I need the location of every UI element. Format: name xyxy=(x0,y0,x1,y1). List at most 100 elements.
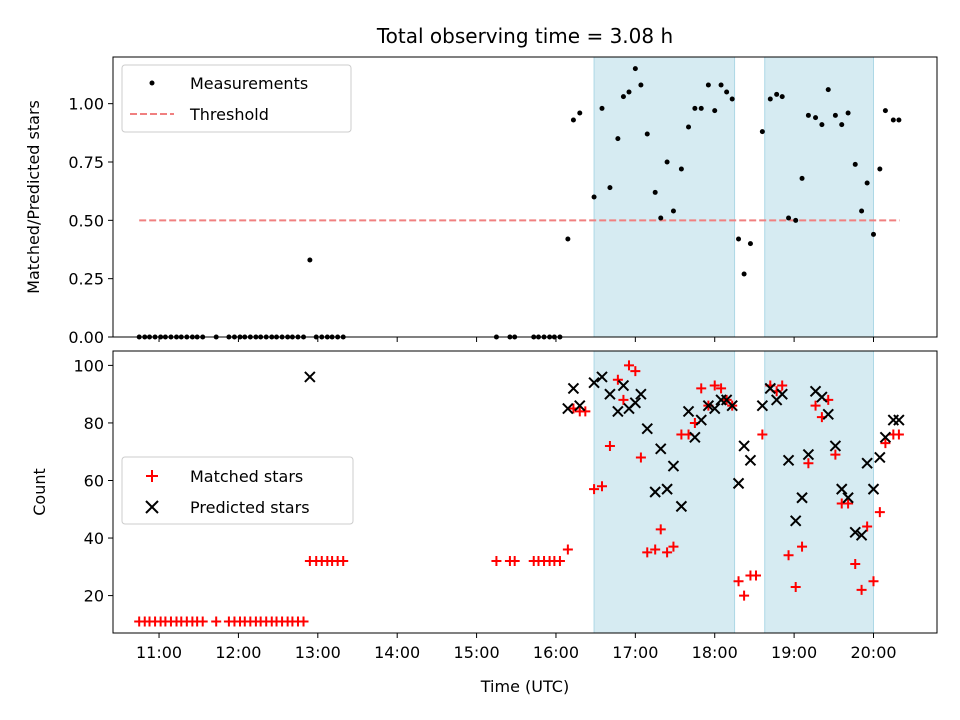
measurement-point xyxy=(813,115,819,121)
measurement-point xyxy=(698,105,704,111)
matched-star-point xyxy=(868,576,879,587)
top-legend: Measurements Threshold xyxy=(121,64,352,133)
measurement-point xyxy=(852,161,858,167)
y-tick-label: 20 xyxy=(84,587,104,606)
matched-star-point xyxy=(612,374,623,385)
predicted-star-point xyxy=(816,391,828,403)
matched-star-point xyxy=(197,616,208,627)
matched-star-point xyxy=(635,452,646,463)
measurement-point xyxy=(712,108,718,114)
legend-matched-marker xyxy=(146,470,158,482)
measurement-point xyxy=(615,136,621,142)
x-tick-label: 13:00 xyxy=(295,643,341,662)
x-tick-label: 16:00 xyxy=(533,643,579,662)
y-tick-label: 1.00 xyxy=(68,95,104,114)
measurement-point xyxy=(607,185,613,191)
matched-star-point xyxy=(751,570,762,581)
predicted-star-point xyxy=(667,460,680,472)
matched-star-point xyxy=(655,524,666,535)
predicted-star-point xyxy=(836,483,848,495)
predicted-star-point xyxy=(796,492,808,504)
y-tick-label: 40 xyxy=(84,529,104,548)
matched-star-point xyxy=(733,576,744,587)
predicted-star-point xyxy=(849,526,861,538)
measurement-point xyxy=(793,217,799,223)
shaded-region xyxy=(764,350,874,634)
shaded-region xyxy=(593,56,736,338)
bottom-plot-frame xyxy=(112,350,938,634)
predicted-star-point xyxy=(675,500,688,513)
matched-star-point xyxy=(696,383,707,394)
top-shaded-regions xyxy=(593,56,874,338)
matched-star-point xyxy=(739,590,750,601)
x-tick-label: 11:00 xyxy=(136,643,182,662)
predicted-star-point xyxy=(874,451,886,464)
matched-star-point xyxy=(856,584,867,595)
y-tick-label: 0.00 xyxy=(68,328,104,347)
matched-star-point xyxy=(662,547,673,558)
matched-star-point xyxy=(716,383,727,394)
measurement-point xyxy=(759,129,765,135)
matched-star-point xyxy=(554,556,565,567)
predicted-star-point xyxy=(802,448,815,461)
matched-star-point xyxy=(757,429,768,440)
measurement-points xyxy=(136,66,902,340)
matched-star-point xyxy=(810,400,821,411)
measurement-point xyxy=(678,166,684,172)
predicted-star-point xyxy=(695,414,707,426)
x-tick-label: 18:00 xyxy=(692,643,738,662)
y-tick-label: 60 xyxy=(84,471,104,490)
measurement-point xyxy=(779,94,785,100)
x-tick-label: 14:00 xyxy=(374,643,420,662)
predicted-star-point xyxy=(635,388,647,400)
predicted-star-point xyxy=(567,382,580,395)
top-legend-box xyxy=(121,64,352,133)
predicted-star-point xyxy=(629,397,642,409)
measurement-point xyxy=(864,180,870,186)
predicted-star-point xyxy=(726,399,738,412)
top-plot-frame xyxy=(112,56,938,338)
matched-star-point xyxy=(491,556,502,567)
predicted-star-point xyxy=(776,388,788,400)
measurement-point xyxy=(877,166,883,172)
predicted-star-point xyxy=(641,422,653,435)
predicted-star-point xyxy=(689,431,701,444)
bottom-legend-box xyxy=(121,456,354,525)
measurement-point xyxy=(767,96,773,102)
x-axis-label: Time (UTC) xyxy=(480,677,569,696)
matched-star-point xyxy=(862,521,873,532)
predicted-star-point xyxy=(655,443,667,455)
measurement-point xyxy=(890,117,896,123)
matched-star-point xyxy=(650,544,661,555)
x-tick-label: 19:00 xyxy=(771,643,817,662)
predicted-star-point xyxy=(764,382,777,395)
measurement-point xyxy=(718,82,724,88)
predicted-star-point xyxy=(661,483,673,495)
matched-star-point xyxy=(618,394,629,405)
measurement-point xyxy=(896,117,902,123)
predicted-star-point xyxy=(617,379,630,392)
x-tick-label: 20:00 xyxy=(850,643,896,662)
chart-title: Total observing time = 3.08 h xyxy=(376,24,673,48)
matched-star-point xyxy=(893,429,904,440)
x-tick-label: 17:00 xyxy=(612,643,658,662)
measurement-point xyxy=(882,108,888,114)
x-tick-label: 15:00 xyxy=(454,643,500,662)
matched-star-point xyxy=(850,558,861,569)
predicted-star-point xyxy=(612,405,624,418)
measurement-point xyxy=(307,257,313,263)
matched-star-point xyxy=(630,366,641,377)
x-tick-label: 12:00 xyxy=(215,643,261,662)
legend-threshold-label: Threshold xyxy=(189,105,269,124)
predicted-star-point xyxy=(562,402,574,415)
predicted-star-point xyxy=(744,454,757,467)
matched-star-point xyxy=(803,458,814,469)
top-x-axis-ticks xyxy=(158,337,874,342)
predicted-star-point xyxy=(304,371,316,383)
measurement-point xyxy=(819,122,825,128)
predicted-star-point xyxy=(887,414,900,426)
y-tick-label: 0.75 xyxy=(68,153,104,172)
bottom-y-axis-label: Count xyxy=(30,468,49,516)
bottom-shaded-regions xyxy=(593,350,874,634)
predicted-star-point xyxy=(789,515,802,527)
